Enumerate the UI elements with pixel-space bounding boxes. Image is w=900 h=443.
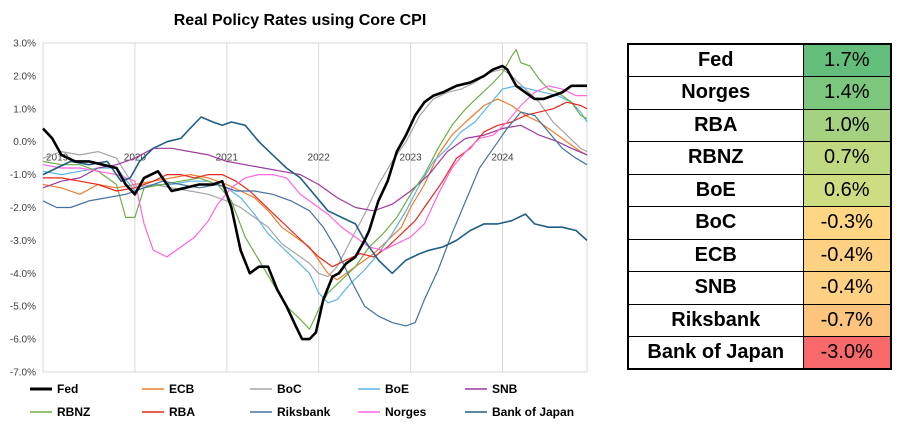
table-row: Fed 1.7% bbox=[627, 43, 892, 77]
table-row: Bank of Japan -3.0% bbox=[627, 336, 892, 370]
table-row: ECB -0.4% bbox=[627, 238, 892, 272]
chart-title: Real Policy Rates using Core CPI bbox=[174, 12, 427, 29]
bank-name-cell: Fed bbox=[627, 43, 804, 77]
real-rate-value-cell: 0.6% bbox=[802, 173, 892, 207]
series-line-norges bbox=[42, 85, 587, 258]
legend-label-riksbank: Riksbank bbox=[277, 405, 331, 419]
series-line-bank-of-japan bbox=[42, 116, 588, 275]
table-row: Norges 1.4% bbox=[627, 76, 892, 110]
legend-label-snb: SNB bbox=[492, 382, 518, 396]
real-rates-table: Fed 1.7% Norges 1.4% RBA 1.0% RBNZ 0.7% BoE 0.6% B… bbox=[627, 43, 892, 370]
bank-name-cell: Norges bbox=[627, 76, 804, 110]
legend-label-rba: RBA bbox=[169, 405, 195, 419]
y-tick-label: -7.0% bbox=[10, 368, 36, 379]
legend-label-bank-of-japan: Bank of Japan bbox=[492, 405, 574, 419]
table-row: RBA 1.0% bbox=[627, 108, 892, 142]
real-rate-value-cell: -3.0% bbox=[802, 336, 892, 370]
real-rate-value-cell: -0.3% bbox=[802, 206, 892, 240]
legend-label-norges: Norges bbox=[385, 405, 427, 419]
bank-name-cell: SNB bbox=[627, 271, 804, 305]
grid-lines bbox=[42, 42, 588, 373]
series-line-rba bbox=[43, 101, 588, 268]
y-tick-label: -4.0% bbox=[10, 269, 36, 280]
y-tick-label: 2.0% bbox=[13, 71, 36, 82]
real-rate-value-cell: -0.4% bbox=[802, 238, 892, 272]
real-rate-value-cell: 1.7% bbox=[802, 43, 892, 77]
legend-label-boc: BoC bbox=[277, 382, 302, 396]
table-row: BoE 0.6% bbox=[627, 173, 892, 207]
bank-name-cell: BoC bbox=[627, 206, 804, 240]
bank-name-cell: Bank of Japan bbox=[627, 336, 804, 370]
legend-label-rbnz: RBNZ bbox=[57, 405, 90, 419]
legend-label-boe: BoE bbox=[385, 382, 409, 396]
bank-name-cell: BoE bbox=[627, 173, 804, 207]
plot-area bbox=[42, 42, 588, 373]
real-rate-value-cell: 1.0% bbox=[802, 108, 892, 142]
legend-label-fed: Fed bbox=[57, 382, 78, 396]
table-row: SNB -0.4% bbox=[627, 271, 892, 305]
y-tick-label: 0.0% bbox=[13, 137, 36, 148]
real-rates-table-body: Fed 1.7% Norges 1.4% RBA 1.0% RBNZ 0.7% BoE 0.6% B… bbox=[627, 43, 892, 370]
y-tick-label: 3.0% bbox=[13, 39, 36, 50]
real-rate-value-cell: -0.4% bbox=[802, 271, 892, 305]
axis-labels: 3.0% 2.0% 1.0% 0.0% -1.0% -2.0% -3.0% -4.0% -5.0… bbox=[10, 39, 514, 379]
legend: Fed ECB BoC BoE SNB RBNZ RBA Riksbank Norges Bank… bbox=[30, 382, 574, 419]
bank-name-cell: Riksbank bbox=[627, 303, 804, 337]
series-line-riksbank bbox=[42, 111, 588, 327]
table-row: RBNZ 0.7% bbox=[627, 141, 892, 175]
x-tick-label: 2019 bbox=[46, 153, 69, 164]
bank-name-cell: RBA bbox=[627, 108, 804, 142]
real-policy-rates-chart: Real Policy Rates using Core CPI 3.0% 2.0… bbox=[10, 12, 588, 419]
x-tick-label: 2022 bbox=[308, 153, 331, 164]
series-line-fed bbox=[42, 64, 587, 341]
series-lines bbox=[42, 49, 588, 341]
table-row: Riksbank -0.7% bbox=[627, 303, 892, 337]
y-tick-label: -6.0% bbox=[10, 335, 36, 346]
series-line-boc bbox=[42, 68, 588, 278]
real-rate-value-cell: -0.7% bbox=[802, 303, 892, 337]
real-rate-value-cell: 1.4% bbox=[802, 76, 892, 110]
y-tick-label: -5.0% bbox=[10, 302, 36, 313]
chart-panel: Real Policy Rates using Core CPI 3.0% 2.0… bbox=[10, 12, 588, 419]
real-rate-value-cell: 0.7% bbox=[802, 141, 892, 175]
table-row: BoC -0.3% bbox=[627, 206, 892, 240]
x-tick-label: 2021 bbox=[216, 153, 239, 164]
series-line-snb bbox=[42, 124, 588, 212]
x-tick-label: 2024 bbox=[491, 153, 514, 164]
legend-label-ecb: ECB bbox=[169, 382, 195, 396]
series-line-ecb bbox=[42, 98, 588, 281]
x-tick-label: 2023 bbox=[399, 153, 422, 164]
y-tick-label: 1.0% bbox=[13, 104, 36, 115]
y-tick-label: -1.0% bbox=[10, 170, 36, 181]
y-tick-label: -2.0% bbox=[10, 203, 36, 214]
y-tick-label: -3.0% bbox=[10, 236, 36, 247]
bank-name-cell: RBNZ bbox=[627, 141, 804, 175]
bank-name-cell: ECB bbox=[627, 238, 804, 272]
